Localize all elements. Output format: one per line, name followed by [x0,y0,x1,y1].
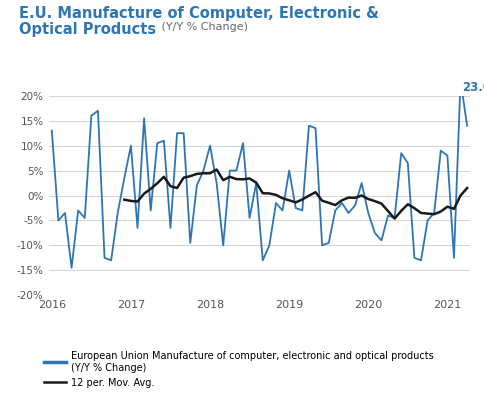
Text: E.U. Manufacture of Computer, Electronic &: E.U. Manufacture of Computer, Electronic… [19,6,378,21]
Text: Optical Products: Optical Products [19,22,156,37]
Text: 23.0%: 23.0% [462,81,484,94]
Legend: European Union Manufacture of computer, electronic and optical products
(Y/Y % C: European Union Manufacture of computer, … [44,351,432,387]
Text: (Y/Y % Change): (Y/Y % Change) [157,22,247,32]
